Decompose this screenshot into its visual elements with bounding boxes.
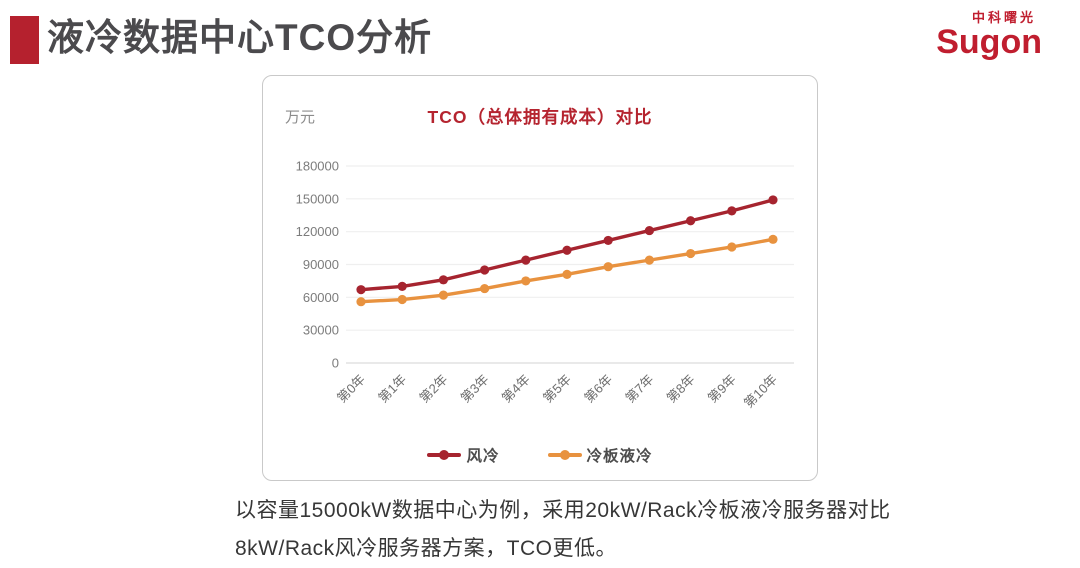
sugon-logo: 中科曙光 Sugon — [936, 10, 1042, 61]
data-point-marker — [521, 255, 531, 265]
data-point-marker — [480, 283, 490, 294]
data-point-marker — [356, 285, 366, 295]
tco-line-chart: 0 30000 60000 90000 120000 150000 180000 第0年 第1年… — [296, 159, 794, 411]
x-tick-label: 第7年 — [622, 372, 656, 406]
caption-line-1: 以容量15000kW数据中心为例，采用20kW/Rack冷板液冷服务器对比 — [235, 499, 891, 522]
x-tick-label: 第0年 — [334, 372, 368, 406]
y-axis-unit-label: 万元 — [285, 109, 316, 126]
x-tick-label: 第10年 — [741, 372, 780, 411]
y-tick-label: 30000 — [303, 323, 339, 338]
caption: 以容量15000kW数据中心为例，采用20kW/Rack冷板液冷服务器对比 8k… — [235, 492, 891, 568]
y-tick-label: 0 — [332, 356, 339, 371]
legend-marker-dot-icon — [559, 449, 570, 460]
x-tick-label: 第2年 — [416, 372, 450, 406]
data-point-marker — [480, 265, 490, 275]
data-point-marker — [727, 242, 737, 252]
legend-marker-icon — [427, 449, 462, 460]
y-tick-label: 60000 — [303, 290, 339, 305]
x-tick-label: 第9年 — [705, 372, 739, 406]
data-point-marker — [562, 269, 572, 279]
data-point-marker — [603, 235, 613, 246]
data-point-marker — [727, 206, 737, 216]
data-point-marker — [686, 248, 696, 259]
x-tick-label: 第8年 — [664, 372, 698, 406]
legend-label: 冷板液冷 — [586, 448, 653, 465]
y-tick-label: 150000 — [296, 191, 339, 206]
x-tick-label: 第3年 — [458, 372, 492, 406]
data-point-marker — [438, 275, 448, 285]
x-tick-label: 第5年 — [540, 372, 574, 406]
x-tick-label: 第4年 — [499, 372, 533, 406]
data-point-marker — [603, 262, 613, 272]
data-point-marker — [397, 294, 407, 305]
x-tick-label: 第1年 — [375, 372, 409, 406]
legend-item-1: 冷板液冷 — [547, 444, 653, 466]
legend-marker-icon — [547, 449, 582, 460]
y-tick-label: 120000 — [296, 224, 339, 239]
chart-legend: 风冷 冷板液冷 — [263, 444, 817, 466]
caption-line-2: 8kW/Rack风冷服务器方案，TCO更低。 — [235, 537, 618, 560]
chart-card: 万元 TCO（总体拥有成本）对比 0 30000 60000 90000 120000 1… — [262, 75, 818, 481]
data-point-marker — [768, 195, 778, 205]
logo-chinese-text: 中科曙光 — [971, 10, 1036, 25]
data-point-marker — [438, 290, 448, 300]
data-point-marker — [356, 297, 366, 307]
data-point-marker — [521, 276, 531, 286]
logo-english-text: Sugon — [936, 23, 1042, 61]
data-point-marker — [644, 225, 654, 236]
data-point-marker — [397, 281, 407, 291]
y-tick-label: 90000 — [303, 257, 339, 272]
legend-label: 风冷 — [466, 448, 500, 465]
data-point-marker — [644, 255, 654, 265]
page-title: 液冷数据中心TCO分析 — [47, 17, 433, 58]
data-point-marker — [768, 234, 778, 244]
x-tick-label: 第6年 — [581, 372, 615, 406]
legend-item-0: 风冷 — [427, 444, 499, 466]
chart-title: TCO（总体拥有成本）对比 — [427, 107, 653, 127]
data-point-marker — [562, 245, 572, 255]
legend-marker-dot-icon — [439, 449, 450, 460]
data-point-marker — [686, 216, 696, 226]
title-accent-bar — [10, 16, 39, 64]
y-tick-label: 180000 — [296, 159, 339, 174]
